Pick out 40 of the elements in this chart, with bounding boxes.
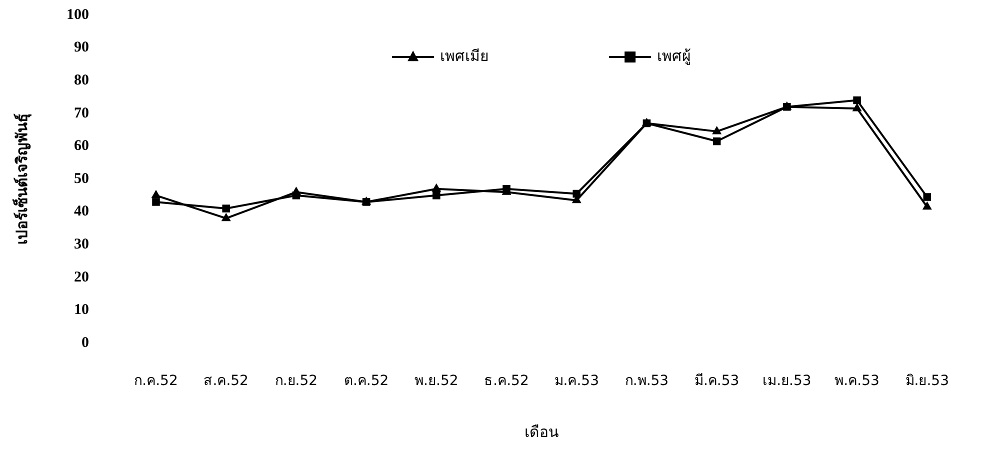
point [291,186,301,195]
x-tick-label: ก.พ.53 [624,373,669,390]
x-tick-label: ม.ค.53 [554,373,599,390]
point [922,201,932,210]
y-tick-label: 20 [74,269,89,286]
point [712,126,722,134]
x-tick-label: พ.ย.52 [414,373,458,390]
point [151,190,161,198]
legend-label: เพศเมีย [440,46,490,65]
x-tick-label: ต.ค.52 [344,373,389,390]
point [712,137,721,146]
y-tick-label: 60 [74,138,89,154]
x-tick-label: ธ.ค.52 [484,373,529,390]
y-tick-label: 80 [74,72,89,88]
y-tick-label: 90 [74,40,89,56]
point [852,102,862,112]
point [923,193,932,201]
x-tick-label: มิ.ย.53 [905,373,949,390]
y-tick-label: 0 [82,334,89,351]
x-tick-label: ส.ค.52 [204,373,248,390]
x-tick-label: เม.ย.53 [762,373,812,390]
y-tick-label: 10 [74,302,89,318]
point [853,96,861,104]
point [432,183,442,192]
point [222,204,230,212]
point [152,198,160,206]
x-axis-title: เดือน [524,422,559,441]
point [221,212,231,222]
y-axis-title: เปอร์เซ็นต์เจริญพันธุ์ [12,114,32,244]
point [432,192,440,200]
y-tick-label: 50 [74,170,89,187]
y-tick-label: 40 [74,204,89,220]
legend-label: เพศผู้ [657,46,692,65]
x-tick-label: ก.ค.52 [134,373,178,390]
y-tick-label: 30 [74,236,89,252]
x-tick-label: พ.ค.53 [834,373,880,390]
y-tick-label: 100 [66,6,89,23]
x-tick-label: มี.ค.53 [694,373,740,390]
x-tick-label: ก.ย.52 [274,373,318,390]
y-tick-label: 70 [74,105,89,122]
